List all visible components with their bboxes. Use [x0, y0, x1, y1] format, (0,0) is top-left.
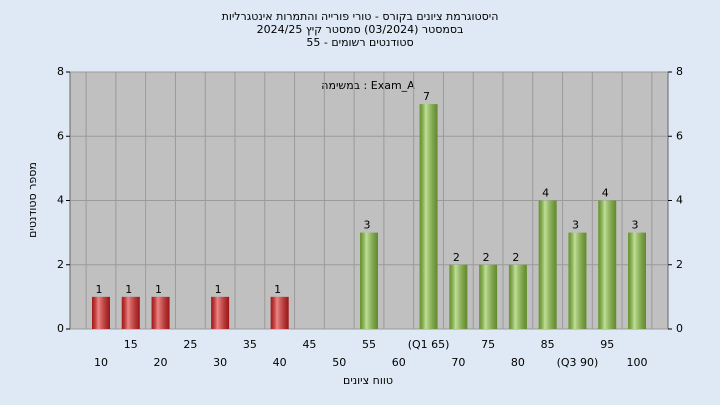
- chart-subtitle: בסמסטר (03/2024) סמסטר קיץ 2024/25: [257, 23, 464, 36]
- y2-tick-label: 8: [676, 65, 683, 78]
- bar-shine: [211, 296, 230, 329]
- bar-shine: [419, 104, 438, 329]
- value-label: 1: [155, 283, 162, 296]
- value-label: 4: [602, 187, 609, 200]
- bar-shine: [449, 264, 468, 329]
- bar-shine: [628, 232, 646, 329]
- y-axis-label: מספר סטודנטים: [26, 162, 39, 238]
- value-label: 4: [542, 187, 549, 200]
- value-label: 3: [364, 219, 371, 232]
- chart-subtitle: סטודנטים רשומים - 55: [306, 36, 413, 49]
- y-tick-label: 6: [57, 129, 64, 142]
- x-tick-label: 35: [243, 338, 257, 351]
- y-tick-label: 8: [57, 65, 64, 78]
- x-tick-label: 80: [511, 356, 525, 369]
- y2-tick-label: 4: [676, 194, 683, 207]
- bar-shine: [92, 296, 110, 329]
- x-tick-label: 85: [541, 338, 555, 351]
- x-tick-label: 95: [600, 338, 614, 351]
- value-label: 2: [512, 251, 519, 264]
- value-label: 1: [215, 283, 222, 296]
- annotation: Exam_A : במשימה: [321, 79, 415, 92]
- bar-shine: [479, 264, 498, 329]
- bar-shine: [538, 200, 557, 329]
- value-label: 2: [483, 251, 490, 264]
- bar-shine: [360, 232, 378, 329]
- x-tick-label: 40: [273, 356, 287, 369]
- chart-title: היסטוגרמת ציונים בקורס - טורי פורייה והת…: [222, 10, 499, 23]
- x-axis-label: טווח ציונים: [343, 374, 393, 387]
- y2-tick-label: 6: [676, 129, 683, 142]
- x-tick-label: (Q3 90): [557, 356, 599, 369]
- bar-shine: [508, 264, 527, 329]
- x-tick-label: 50: [332, 356, 346, 369]
- bar-shine: [598, 200, 617, 329]
- x-tick-label: 10: [94, 356, 108, 369]
- x-tick-label: 25: [183, 338, 197, 351]
- bar-shine: [121, 296, 140, 329]
- x-tick-label: 20: [154, 356, 168, 369]
- x-tick-label: 70: [451, 356, 465, 369]
- x-tick-label: 60: [392, 356, 406, 369]
- y-tick-label: 0: [57, 322, 64, 335]
- x-tick-label: 100: [627, 356, 648, 369]
- value-label: 3: [632, 219, 639, 232]
- x-tick-label: 75: [481, 338, 495, 351]
- y-tick-label: 4: [57, 194, 64, 207]
- x-tick-label: 45: [302, 338, 316, 351]
- x-tick-label: 55: [362, 338, 376, 351]
- y2-tick-label: 0: [676, 322, 683, 335]
- x-tick-label: 30: [213, 356, 227, 369]
- value-label: 1: [125, 283, 132, 296]
- x-tick-label: 15: [124, 338, 138, 351]
- value-label: 1: [96, 283, 103, 296]
- value-label: 1: [274, 283, 281, 296]
- value-label: 7: [423, 90, 430, 103]
- bar-shine: [270, 296, 289, 329]
- value-label: 3: [572, 219, 579, 232]
- y-tick-label: 2: [57, 258, 64, 271]
- x-tick-label: (Q1 65): [408, 338, 450, 351]
- bar-shine: [568, 232, 587, 329]
- y2-tick-label: 2: [676, 258, 683, 271]
- value-label: 2: [453, 251, 460, 264]
- bar-shine: [151, 296, 170, 329]
